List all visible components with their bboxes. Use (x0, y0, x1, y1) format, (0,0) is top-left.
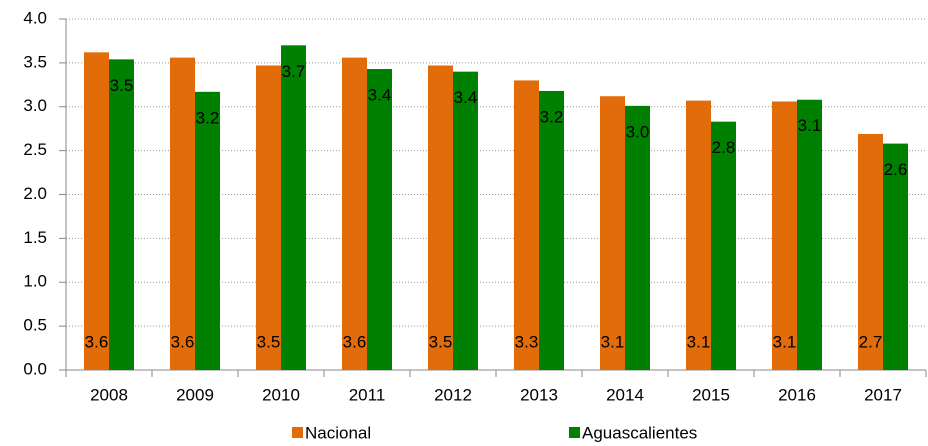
y-tick-label: 1.0 (23, 272, 47, 291)
value-label: 3.2 (540, 107, 564, 126)
legend-label: Nacional (305, 423, 371, 442)
bar (539, 90, 564, 370)
value-label: 3.1 (798, 116, 822, 135)
y-tick-label: 3.0 (23, 96, 47, 115)
x-tick-label: 2015 (692, 385, 730, 404)
bar (711, 121, 736, 370)
legend-swatch (569, 427, 580, 438)
x-tick-label: 2017 (864, 385, 902, 404)
x-tick-label: 2014 (606, 385, 644, 404)
value-label: 3.4 (368, 86, 392, 105)
bar (772, 101, 797, 371)
x-tick-label: 2013 (520, 385, 558, 404)
bar (453, 71, 478, 371)
bar (342, 57, 367, 371)
bar (84, 52, 109, 370)
value-label: 2.6 (884, 160, 908, 179)
value-label: 3.6 (171, 332, 195, 351)
value-label: 3.6 (85, 332, 109, 351)
y-tick-label: 4.0 (23, 8, 47, 27)
value-label: 2.7 (859, 332, 883, 351)
x-tick-label: 2008 (90, 385, 128, 404)
bar (858, 133, 883, 370)
value-label: 3.5 (429, 332, 453, 351)
value-label: 3.3 (515, 332, 539, 351)
bar (625, 105, 650, 370)
bar (514, 80, 539, 371)
value-label: 3.7 (282, 62, 306, 81)
bar (883, 143, 908, 370)
bar (428, 65, 453, 370)
x-tick-label: 2012 (434, 385, 472, 404)
y-tick-label: 2.5 (23, 140, 47, 159)
bar (256, 65, 281, 370)
x-tick-label: 2016 (778, 385, 816, 404)
bar (367, 69, 392, 370)
bar (109, 59, 134, 371)
bar (686, 100, 711, 371)
x-tick-label: 2009 (176, 385, 214, 404)
value-label: 3.1 (601, 332, 625, 351)
value-label: 3.5 (110, 76, 134, 95)
bar (281, 45, 306, 370)
value-label: 3.0 (626, 122, 650, 141)
y-tick-label: 0.5 (23, 316, 47, 335)
value-label: 3.6 (343, 332, 367, 351)
value-label: 3.2 (196, 108, 220, 127)
x-tick-label: 2011 (349, 385, 386, 404)
x-tick-label: 2010 (262, 385, 300, 404)
y-tick-label: 1.5 (23, 228, 47, 247)
value-label: 3.5 (257, 332, 281, 351)
legend-label: Aguascalientes (582, 423, 697, 442)
value-label: 3.1 (773, 332, 797, 351)
y-tick-label: 0.0 (23, 359, 47, 378)
legend-swatch (292, 427, 303, 438)
bar (170, 57, 195, 371)
y-tick-label: 3.5 (23, 52, 47, 71)
y-tick-label: 2.0 (23, 184, 47, 203)
value-label: 3.4 (454, 88, 478, 107)
bar (600, 96, 625, 370)
bar (797, 99, 822, 370)
value-label: 3.1 (687, 332, 711, 351)
value-label: 2.8 (712, 138, 736, 157)
bar (195, 91, 220, 371)
